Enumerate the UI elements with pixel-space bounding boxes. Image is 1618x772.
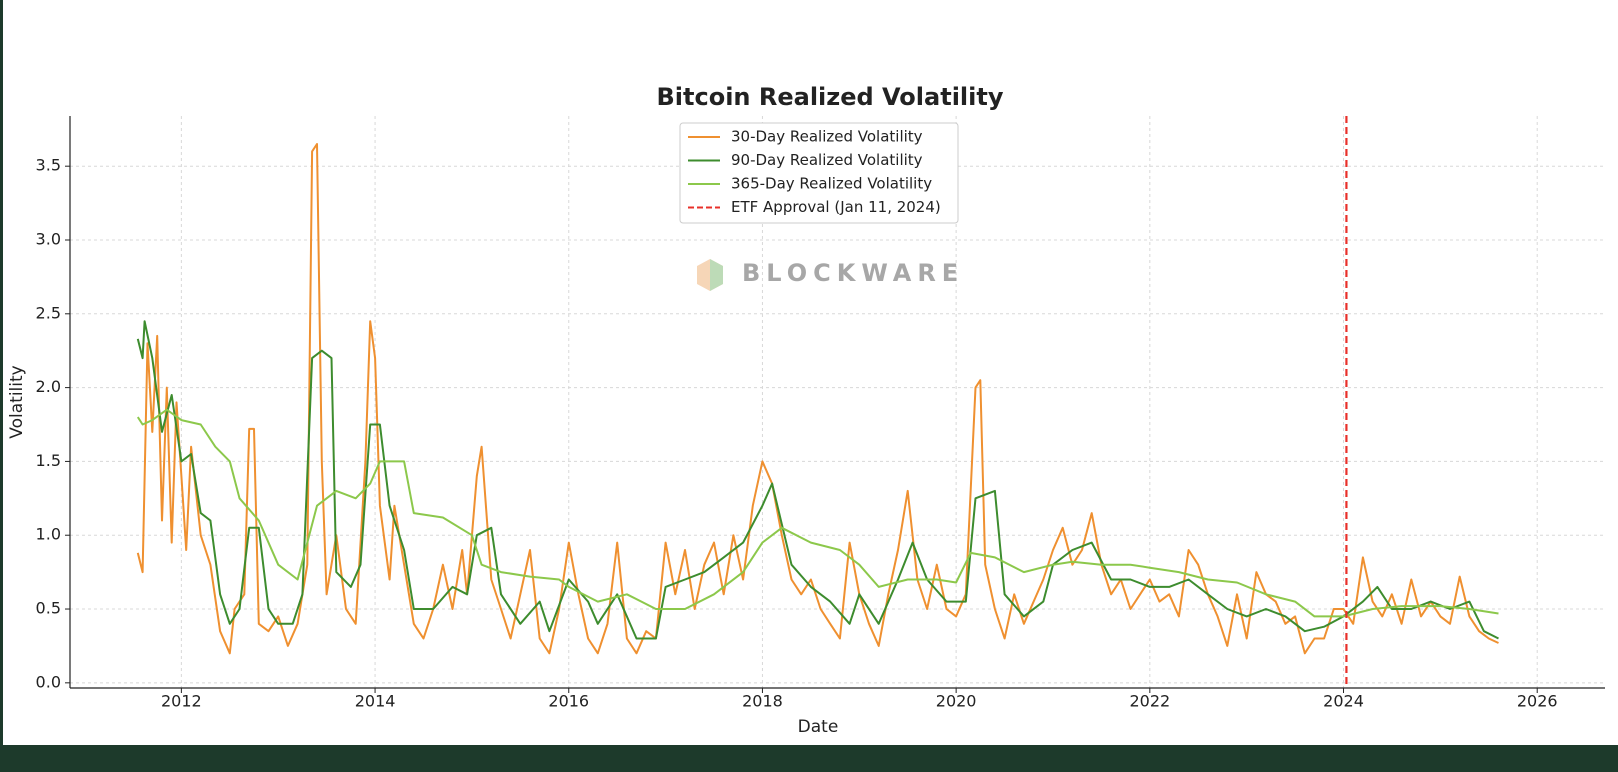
y-tick-label: 3.5: [36, 156, 61, 175]
chart-title: Bitcoin Realized Volatility: [656, 83, 1003, 111]
y-tick-label: 2.0: [36, 377, 61, 396]
x-tick-label: 2018: [742, 692, 783, 711]
x-tick-label: 2014: [355, 692, 396, 711]
y-tick-label: 0.0: [36, 672, 61, 691]
y-tick-label: 0.5: [36, 599, 61, 618]
series-line: [136, 320, 1499, 640]
y-axis-label: Volatility: [7, 365, 27, 438]
legend-label: 365-Day Realized Volatility: [731, 175, 932, 193]
y-tick-label: 1.0: [36, 525, 61, 544]
legend-label: ETF Approval (Jan 11, 2024): [731, 198, 941, 216]
series-line: [136, 143, 1499, 655]
watermark-icon-side: [710, 259, 723, 291]
frame-bottom: [0, 745, 1618, 772]
grid: [70, 116, 1605, 688]
series-line: [136, 408, 1499, 618]
y-tick-label: 2.5: [36, 303, 61, 322]
x-tick-label: 2022: [1129, 692, 1170, 711]
legend-label: 30-Day Realized Volatility: [731, 128, 923, 146]
x-tick-label: 2020: [936, 692, 977, 711]
frame-left: [0, 0, 3, 772]
watermark-text: BLOCKWARE: [742, 259, 964, 287]
y-tick-label: 3.0: [36, 229, 61, 248]
y-tick-label: 1.5: [36, 451, 61, 470]
legend-label: 90-Day Realized Volatility: [731, 151, 923, 169]
x-tick-label: 2016: [548, 692, 589, 711]
x-tick-label: 2026: [1517, 692, 1558, 711]
watermark: BLOCKWARE: [697, 259, 964, 291]
plot: [136, 116, 1499, 688]
x-tick-label: 2024: [1323, 692, 1364, 711]
x-tick-label: 2012: [161, 692, 202, 711]
legend-box: [679, 122, 959, 224]
x-axis-label: Date: [798, 717, 839, 737]
